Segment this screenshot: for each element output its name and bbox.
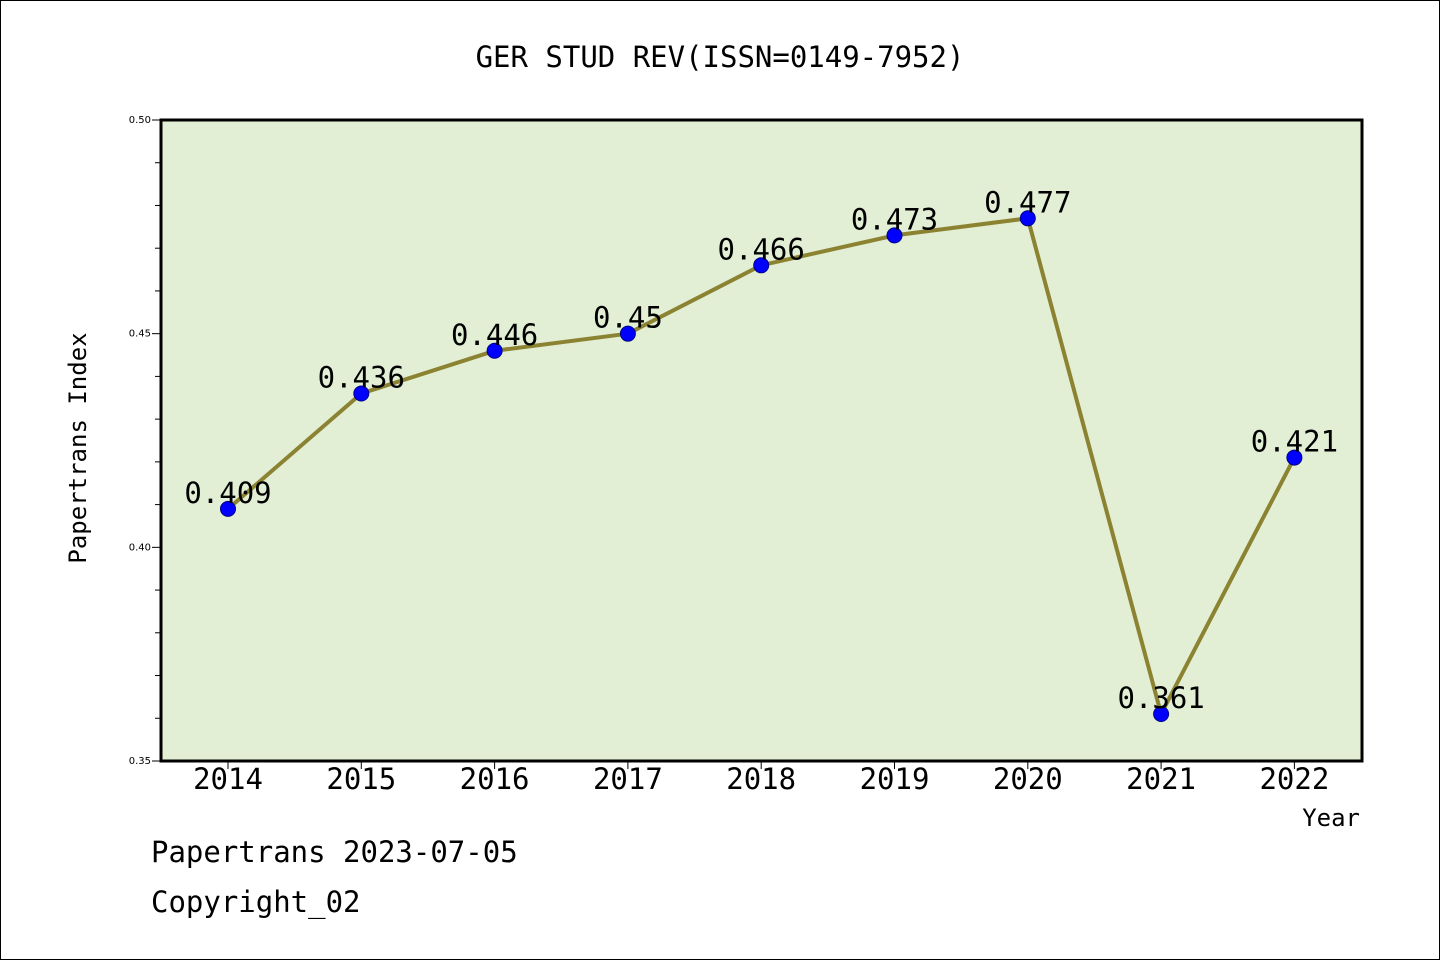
data-point <box>1286 449 1303 466</box>
data-point <box>1019 210 1036 227</box>
x-tick-label: 2017 <box>593 762 663 796</box>
data-point <box>353 385 370 402</box>
plot-area <box>159 118 1364 763</box>
x-tick-label: 2022 <box>1259 762 1329 796</box>
data-label: 0.436 <box>318 360 405 394</box>
data-label: 0.45 <box>593 301 663 335</box>
footer-date-text: Papertrans 2023-07-05 <box>151 835 518 869</box>
x-axis-label: Year <box>1302 804 1360 832</box>
data-label: 0.466 <box>718 232 805 266</box>
data-label: 0.446 <box>451 318 538 352</box>
data-label: 0.361 <box>1117 681 1204 715</box>
data-point <box>619 325 636 342</box>
data-point <box>886 227 903 244</box>
x-tick-label: 2018 <box>726 762 796 796</box>
data-markers <box>220 210 1303 722</box>
data-label: 0.473 <box>851 202 938 236</box>
y-tick-label: 0.45 <box>129 329 151 340</box>
x-tick-label: 2021 <box>1126 762 1196 796</box>
data-label: 0.477 <box>984 185 1071 219</box>
data-label: 0.421 <box>1251 425 1338 459</box>
footer-copyright-text: Copyright_02 <box>151 885 361 919</box>
data-point <box>486 342 503 359</box>
data-point <box>1153 705 1170 722</box>
y-tick-label: 0.50 <box>129 115 151 126</box>
data-point <box>753 257 770 274</box>
y-tick-label: 0.40 <box>129 542 151 553</box>
data-point <box>220 500 236 517</box>
y-tick-label: 0.35 <box>129 756 151 767</box>
x-tick-label: 2019 <box>860 762 930 796</box>
x-tick-label: 2015 <box>326 762 396 796</box>
data-labels: 0.409 0.436 0.446 0.45 0.466 0.473 0.477 0.361 0… <box>184 185 1338 715</box>
chart-title: GER STUD REV(ISSN=0149-7952) <box>476 40 965 74</box>
x-tick-label: 2014 <box>193 762 263 796</box>
x-tick-label: 2016 <box>460 762 530 796</box>
y-axis: 0.35 0.40 0.45 0.50 <box>129 115 161 767</box>
x-tick-label: 2020 <box>993 762 1063 796</box>
x-axis: 2014 2015 2016 2017 2018 2019 2020 2021 2022 <box>193 761 1329 796</box>
data-label: 0.409 <box>184 476 271 510</box>
y-axis-label: Papertrans Index <box>64 332 92 563</box>
